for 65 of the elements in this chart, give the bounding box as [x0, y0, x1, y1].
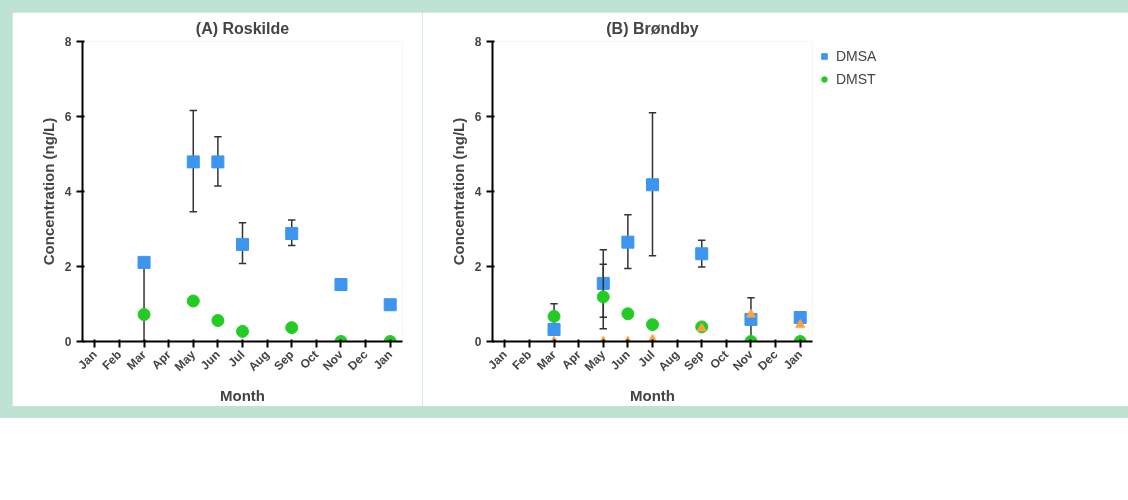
x-tick-label: Jan: [370, 347, 396, 373]
point: [646, 178, 659, 192]
point: [285, 227, 299, 240]
y-axis-title: Concentration (ng/L): [39, 117, 57, 266]
y-tick-label: 0: [474, 335, 482, 349]
x-tick-label: Nov: [729, 347, 757, 374]
y-tick-label: 4: [64, 185, 72, 199]
point: [137, 255, 151, 269]
y-tick-label: 6: [64, 110, 72, 124]
y-tick-label: 6: [474, 110, 482, 124]
point: [211, 155, 225, 169]
x-tick-label: Apr: [559, 347, 584, 373]
x-tick-label: May: [581, 347, 609, 374]
y-tick-label: 8: [64, 35, 72, 49]
legend-label: DMST: [836, 71, 876, 87]
x-tick-label: Nov: [319, 347, 347, 374]
point: [236, 324, 249, 338]
x-axis-title: Month: [220, 386, 265, 404]
point: [547, 309, 561, 323]
x-tick-label: Jan: [780, 347, 806, 373]
y-tick-label: 4: [474, 185, 482, 199]
x-tick-label: Jan: [485, 347, 510, 373]
x-tick-label: Apr: [149, 347, 174, 373]
point: [186, 294, 200, 308]
point: [646, 318, 659, 332]
point: [186, 155, 200, 169]
chart-title: (A) Roskilde: [195, 19, 290, 37]
x-tick-label: Sep: [681, 347, 707, 374]
point: [236, 237, 249, 251]
point: [621, 235, 635, 249]
chart-title: (B) Brøndby: [606, 19, 699, 37]
point: [795, 318, 806, 328]
point: [383, 298, 397, 312]
point: [547, 323, 561, 336]
x-tick-label: Oct: [297, 347, 322, 372]
y-tick-label: 2: [64, 260, 72, 274]
x-tick-label: Feb: [99, 347, 125, 373]
y-tick-label: 0: [64, 335, 72, 349]
x-tick-label: Dec: [345, 347, 371, 374]
point: [211, 314, 225, 327]
legend-label: DMSA: [836, 48, 877, 64]
point: [596, 276, 610, 290]
point: [137, 308, 151, 321]
x-tick-label: Jan: [75, 347, 100, 373]
point: [285, 321, 299, 335]
point: [621, 307, 635, 321]
x-tick-label: Oct: [707, 347, 732, 372]
x-tick-label: Feb: [509, 347, 535, 373]
y-tick-label: 2: [474, 260, 482, 274]
y-tick-label: 8: [474, 35, 482, 49]
point: [596, 290, 610, 304]
x-tick-label: Jun: [607, 347, 633, 373]
x-tick-label: Dec: [755, 347, 781, 374]
x-tick-label: Jul: [635, 347, 658, 370]
x-tick-label: Mar: [124, 347, 150, 373]
x-tick-label: Sep: [271, 347, 297, 374]
y-axis-title: Concentration (ng/L): [449, 117, 467, 266]
point: [695, 247, 709, 261]
x-axis-title: Month: [630, 386, 675, 404]
point: [745, 308, 756, 318]
x-tick-label: Mar: [534, 347, 560, 373]
x-tick-label: Jul: [225, 347, 248, 370]
x-tick-label: Jun: [197, 347, 223, 373]
point: [334, 278, 348, 291]
x-tick-label: May: [171, 347, 199, 374]
